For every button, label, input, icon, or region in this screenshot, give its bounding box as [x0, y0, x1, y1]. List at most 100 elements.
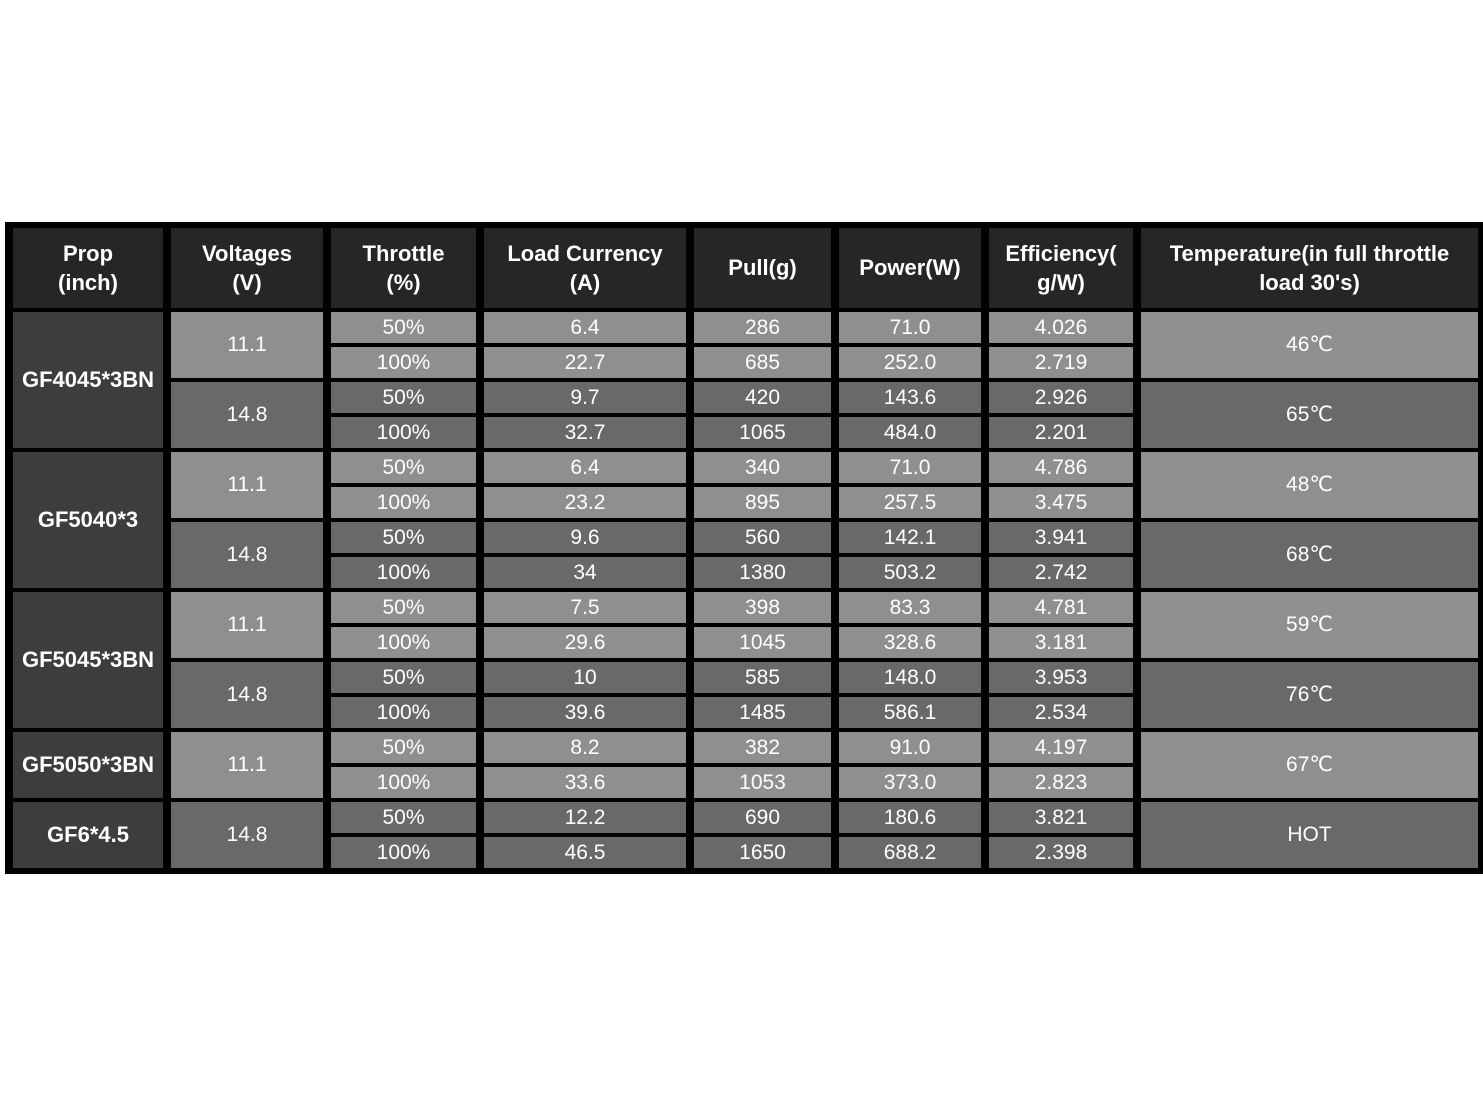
load-current-cell: 6.4: [476, 308, 694, 347]
pull-cell: 560: [686, 518, 839, 557]
throttle-cell: 50%: [323, 518, 484, 557]
voltage-cell: 11.1: [163, 728, 331, 802]
efficiency-cell: 3.475: [981, 483, 1141, 522]
prop-cell: GF4045*3BN: [5, 308, 171, 452]
load-current-cell: 8.2: [476, 728, 694, 767]
voltage-cell: 14.8: [163, 658, 331, 732]
table-row: 100% 34 1380 503.2 2.742: [9, 553, 1482, 592]
pull-cell: 690: [686, 798, 839, 837]
pull-cell: 685: [686, 343, 839, 382]
pull-cell: 286: [686, 308, 839, 347]
load-current-cell: 29.6: [476, 623, 694, 662]
load-current-cell: 12.2: [476, 798, 694, 837]
efficiency-cell: 3.181: [981, 623, 1141, 662]
throttle-cell: 100%: [323, 763, 484, 802]
pull-cell: 1650: [686, 833, 839, 873]
load-current-cell: 9.7: [476, 378, 694, 417]
power-cell: 373.0: [831, 763, 989, 802]
prop-cell: GF5045*3BN: [5, 588, 171, 732]
power-cell: 484.0: [831, 413, 989, 452]
power-cell: 257.5: [831, 483, 989, 522]
throttle-cell: 100%: [323, 693, 484, 732]
throttle-cell: 50%: [323, 798, 484, 837]
table-row: GF5040*3 11.1 50% 6.4 340 71.0 4.786 48℃: [5, 448, 1483, 592]
temperature-cell: 46℃: [1133, 308, 1483, 382]
power-cell: 328.6: [831, 623, 989, 662]
efficiency-cell: 2.201: [981, 413, 1141, 452]
table-row: GF4045*3BN 11.1 50% 6.4 286 71.0 4.026 4…: [5, 308, 1483, 452]
table-row: 100% 46.5 1650 688.2 2.398: [9, 833, 1482, 873]
throttle-cell: 50%: [323, 448, 484, 487]
power-cell: 586.1: [831, 693, 989, 732]
table-row: 100% 29.6 1045 328.6 3.181: [9, 623, 1482, 662]
efficiency-cell: 2.398: [981, 833, 1141, 873]
throttle-cell: 100%: [323, 483, 484, 522]
table-row: GF5050*3BN 11.1 50% 8.2 382 91.0 4.197 6…: [5, 728, 1483, 802]
voltage-cell: 11.1: [163, 308, 331, 382]
power-cell: 503.2: [831, 553, 989, 592]
efficiency-cell: 2.823: [981, 763, 1141, 802]
power-cell: 688.2: [831, 833, 989, 873]
voltage-cell: 11.1: [163, 448, 331, 522]
header-prop: Prop (inch): [5, 223, 171, 312]
table-row: 100% 22.7 685 252.0 2.719: [9, 343, 1482, 382]
table-row: 14.8 50% 9.6 560 142.1 3.941 68℃: [9, 518, 1483, 592]
prop-spec-table: Prop (inch) Voltages (V) Throttle (%) Lo…: [5, 222, 1483, 874]
temperature-cell: 48℃: [1133, 448, 1483, 522]
pull-cell: 1485: [686, 693, 839, 732]
header-throttle: Throttle (%): [323, 223, 484, 312]
load-current-cell: 22.7: [476, 343, 694, 382]
efficiency-cell: 4.781: [981, 588, 1141, 627]
power-cell: 91.0: [831, 728, 989, 767]
temperature-cell: HOT: [1133, 798, 1483, 873]
power-cell: 180.6: [831, 798, 989, 837]
load-current-cell: 39.6: [476, 693, 694, 732]
power-cell: 83.3: [831, 588, 989, 627]
pull-cell: 340: [686, 448, 839, 487]
throttle-cell: 50%: [323, 588, 484, 627]
temperature-cell: 65℃: [1133, 378, 1483, 452]
table-row: GF5045*3BN 11.1 50% 7.5 398 83.3 4.781 5…: [5, 588, 1483, 732]
load-current-cell: 33.6: [476, 763, 694, 802]
table-row: 14.8 50% 9.7 420 143.6 2.926 65℃: [9, 378, 1483, 452]
efficiency-cell: 3.953: [981, 658, 1141, 697]
power-cell: 71.0: [831, 308, 989, 347]
table-row: 100% 32.7 1065 484.0 2.201: [9, 413, 1482, 452]
header-pull: Pull(g): [686, 223, 839, 312]
efficiency-cell: 3.821: [981, 798, 1141, 837]
power-cell: 252.0: [831, 343, 989, 382]
table-row: 100% 23.2 895 257.5 3.475: [9, 483, 1482, 522]
voltage-cell: 14.8: [163, 378, 331, 452]
header-voltages: Voltages (V): [163, 223, 331, 312]
table-row: 100% 39.6 1485 586.1 2.534: [9, 693, 1482, 732]
header-row: Prop (inch) Voltages (V) Throttle (%) Lo…: [5, 223, 1483, 312]
power-cell: 142.1: [831, 518, 989, 557]
pull-cell: 1380: [686, 553, 839, 592]
voltage-cell: 14.8: [163, 798, 331, 873]
throttle-cell: 100%: [323, 833, 484, 873]
throttle-cell: 50%: [323, 308, 484, 347]
header-efficiency: Efficiency( g/W): [981, 223, 1141, 312]
voltage-cell: 14.8: [163, 518, 331, 592]
table-row: 14.8 50% 10 585 148.0 3.953 76℃: [9, 658, 1483, 732]
efficiency-cell: 2.926: [981, 378, 1141, 417]
prop-cell: GF6*4.5: [5, 798, 171, 873]
pull-cell: 420: [686, 378, 839, 417]
prop-cell: GF5040*3: [5, 448, 171, 592]
throttle-cell: 100%: [323, 623, 484, 662]
load-current-cell: 23.2: [476, 483, 694, 522]
load-current-cell: 6.4: [476, 448, 694, 487]
header-load-currency: Load Currency (A): [476, 223, 694, 312]
pull-cell: 1053: [686, 763, 839, 802]
pull-cell: 895: [686, 483, 839, 522]
table-row: GF6*4.5 14.8 50% 12.2 690 180.6 3.821 HO…: [5, 798, 1483, 873]
load-current-cell: 34: [476, 553, 694, 592]
power-cell: 71.0: [831, 448, 989, 487]
throttle-cell: 50%: [323, 378, 484, 417]
power-cell: 143.6: [831, 378, 989, 417]
efficiency-cell: 3.941: [981, 518, 1141, 557]
temperature-cell: 59℃: [1133, 588, 1483, 662]
efficiency-cell: 2.719: [981, 343, 1141, 382]
throttle-cell: 50%: [323, 658, 484, 697]
